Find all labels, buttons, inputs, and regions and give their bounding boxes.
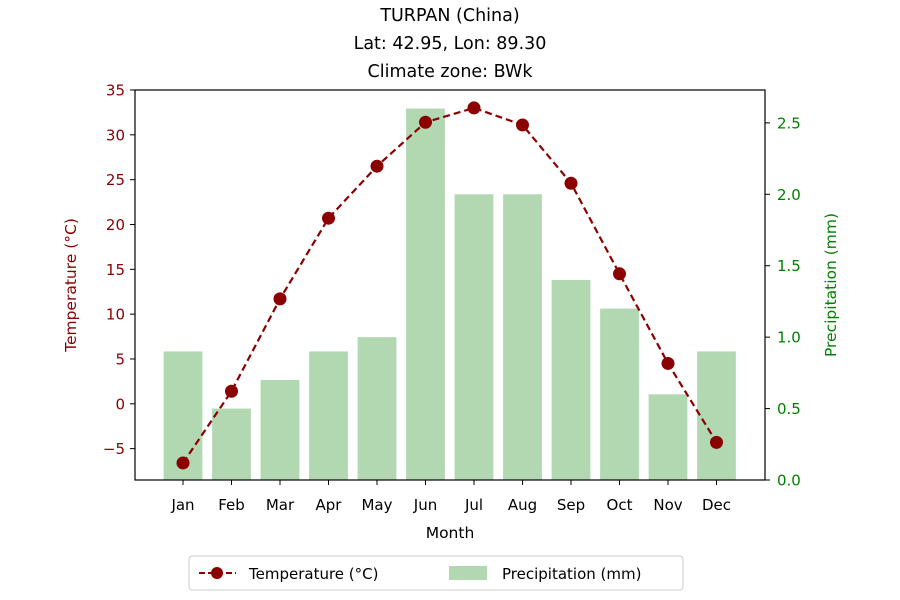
precipitation-bar-dec	[697, 351, 736, 480]
chart-title-line-3: Climate zone: BWk	[368, 62, 534, 82]
right-tick-label: 2.5	[777, 114, 801, 132]
x-tick-label: May	[361, 496, 392, 514]
temperature-line-layer	[176, 101, 723, 470]
left-tick-label: 30	[106, 126, 125, 144]
plot-frame	[134, 89, 766, 481]
x-tick-label: Jun	[413, 496, 437, 514]
x-axis-ticks: Jan Feb Mar Apr May Jun Jul Aug Sep Oct Nov Dec	[170, 480, 731, 514]
temperature-point-jul	[467, 101, 481, 115]
precipitation-bar-feb	[212, 408, 251, 480]
precipitation-bar-apr	[309, 351, 348, 480]
precipitation-bar-oct	[600, 308, 639, 480]
x-tick-label: Dec	[702, 496, 731, 514]
temperature-point-sep	[564, 176, 578, 190]
legend: Temperature (°C) Precipitation (mm)	[188, 555, 684, 591]
x-tick-label: Oct	[607, 496, 633, 514]
temperature-point-feb	[225, 384, 238, 398]
chart-title-line-2: Lat: 42.95, Lon: 89.30	[354, 34, 547, 54]
x-tick-label: Apr	[316, 496, 343, 514]
precipitation-bar-nov	[648, 394, 688, 480]
legend-temperature-label: Temperature (°C)	[248, 565, 378, 583]
temperature-point-nov	[661, 356, 675, 370]
legend-frame	[188, 555, 684, 591]
x-tick-label: Feb	[218, 496, 245, 514]
precipitation-bars	[163, 108, 736, 481]
temperature-point-may	[370, 159, 384, 173]
x-tick-label: Sep	[557, 496, 585, 514]
temperature-point-mar	[273, 292, 287, 306]
left-tick-label: 20	[106, 216, 125, 234]
precipitation-bar-jul	[454, 194, 494, 481]
temperature-point-apr	[322, 211, 335, 225]
right-axis-ticks: 0.0 0.5 1.0 1.5 2.0 2.5	[765, 114, 801, 490]
x-tick-label: Nov	[653, 496, 682, 514]
left-tick-label: 25	[106, 171, 125, 189]
left-tick-label: 10	[106, 306, 125, 324]
legend-temperature-marker-icon	[211, 567, 223, 579]
left-axis-label: Temperature (°C)	[62, 218, 80, 353]
left-tick-label: 35	[106, 82, 125, 100]
left-tick-label: 15	[106, 261, 125, 279]
temperature-point-dec	[710, 435, 723, 449]
x-tick-label: Aug	[508, 496, 537, 514]
temperature-point-jun	[419, 115, 432, 129]
chart-title-line-1: TURPAN (China)	[379, 6, 519, 26]
precipitation-bar-may	[357, 337, 397, 480]
x-tick-label: Mar	[266, 496, 295, 514]
precipitation-bar-mar	[260, 380, 300, 480]
x-tick-label: Jan	[170, 496, 194, 514]
temperature-point-aug	[516, 118, 529, 132]
left-tick-label: 5	[115, 350, 125, 368]
legend-precipitation-label: Precipitation (mm)	[502, 565, 641, 583]
left-axis-ticks: −5 0 5 10 15 20 25 30 35	[103, 82, 135, 458]
right-tick-label: 0.0	[777, 472, 801, 490]
x-axis-label: Month	[426, 524, 475, 542]
left-tick-label: 0	[115, 395, 125, 413]
temperature-point-oct	[613, 267, 626, 281]
right-axis-label: Precipitation (mm)	[822, 213, 840, 357]
right-tick-label: 1.5	[777, 257, 801, 275]
precipitation-bar-jun	[406, 108, 445, 481]
right-tick-label: 2.0	[777, 186, 801, 204]
legend-precipitation-swatch-icon	[449, 566, 487, 580]
temperature-point-jan	[176, 456, 190, 470]
precipitation-bar-aug	[503, 194, 542, 481]
right-tick-label: 1.0	[777, 329, 801, 347]
temperature-line	[182, 106, 718, 464]
left-tick-label: −5	[103, 440, 125, 458]
chart-title: TURPAN (China) Lat: 42.95, Lon: 89.30 Cl…	[354, 6, 547, 82]
right-tick-label: 0.5	[777, 400, 801, 418]
precipitation-bar-sep	[551, 280, 591, 480]
x-tick-label: Jul	[464, 496, 483, 514]
